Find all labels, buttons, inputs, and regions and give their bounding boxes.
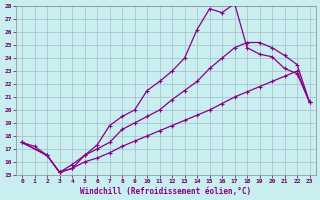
X-axis label: Windchill (Refroidissement éolien,°C): Windchill (Refroidissement éolien,°C) xyxy=(80,187,252,196)
